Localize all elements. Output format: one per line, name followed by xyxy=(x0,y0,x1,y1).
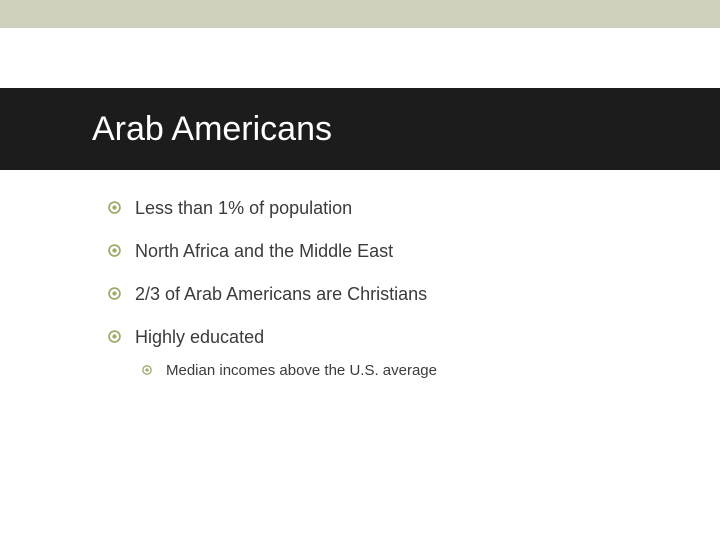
target-bullet-icon xyxy=(108,284,121,304)
target-bullet-icon xyxy=(108,241,121,261)
target-bullet-icon xyxy=(142,362,152,379)
slide-title: Arab Americans xyxy=(0,110,332,149)
list-item: North Africa and the Middle East xyxy=(108,241,680,262)
slide-body: Less than 1% of population North Africa … xyxy=(108,198,680,401)
list-item-text: North Africa and the Middle East xyxy=(135,241,393,262)
title-band: Arab Americans xyxy=(0,88,720,170)
list-subitem: Median incomes above the U.S. average xyxy=(142,362,680,379)
list-item: 2/3 of Arab Americans are Christians xyxy=(108,284,680,305)
top-accent-band xyxy=(0,0,720,28)
list-subitem-text: Median incomes above the U.S. average xyxy=(166,362,437,379)
slide: Arab Americans Less than 1% of populatio… xyxy=(0,0,720,540)
list-item-text: Less than 1% of population xyxy=(135,198,352,219)
target-bullet-icon xyxy=(108,327,121,347)
list-item: Less than 1% of population xyxy=(108,198,680,219)
target-bullet-icon xyxy=(108,198,121,218)
list-item: Highly educated xyxy=(108,327,680,348)
list-item-text: Highly educated xyxy=(135,327,264,348)
list-item-text: 2/3 of Arab Americans are Christians xyxy=(135,284,427,305)
